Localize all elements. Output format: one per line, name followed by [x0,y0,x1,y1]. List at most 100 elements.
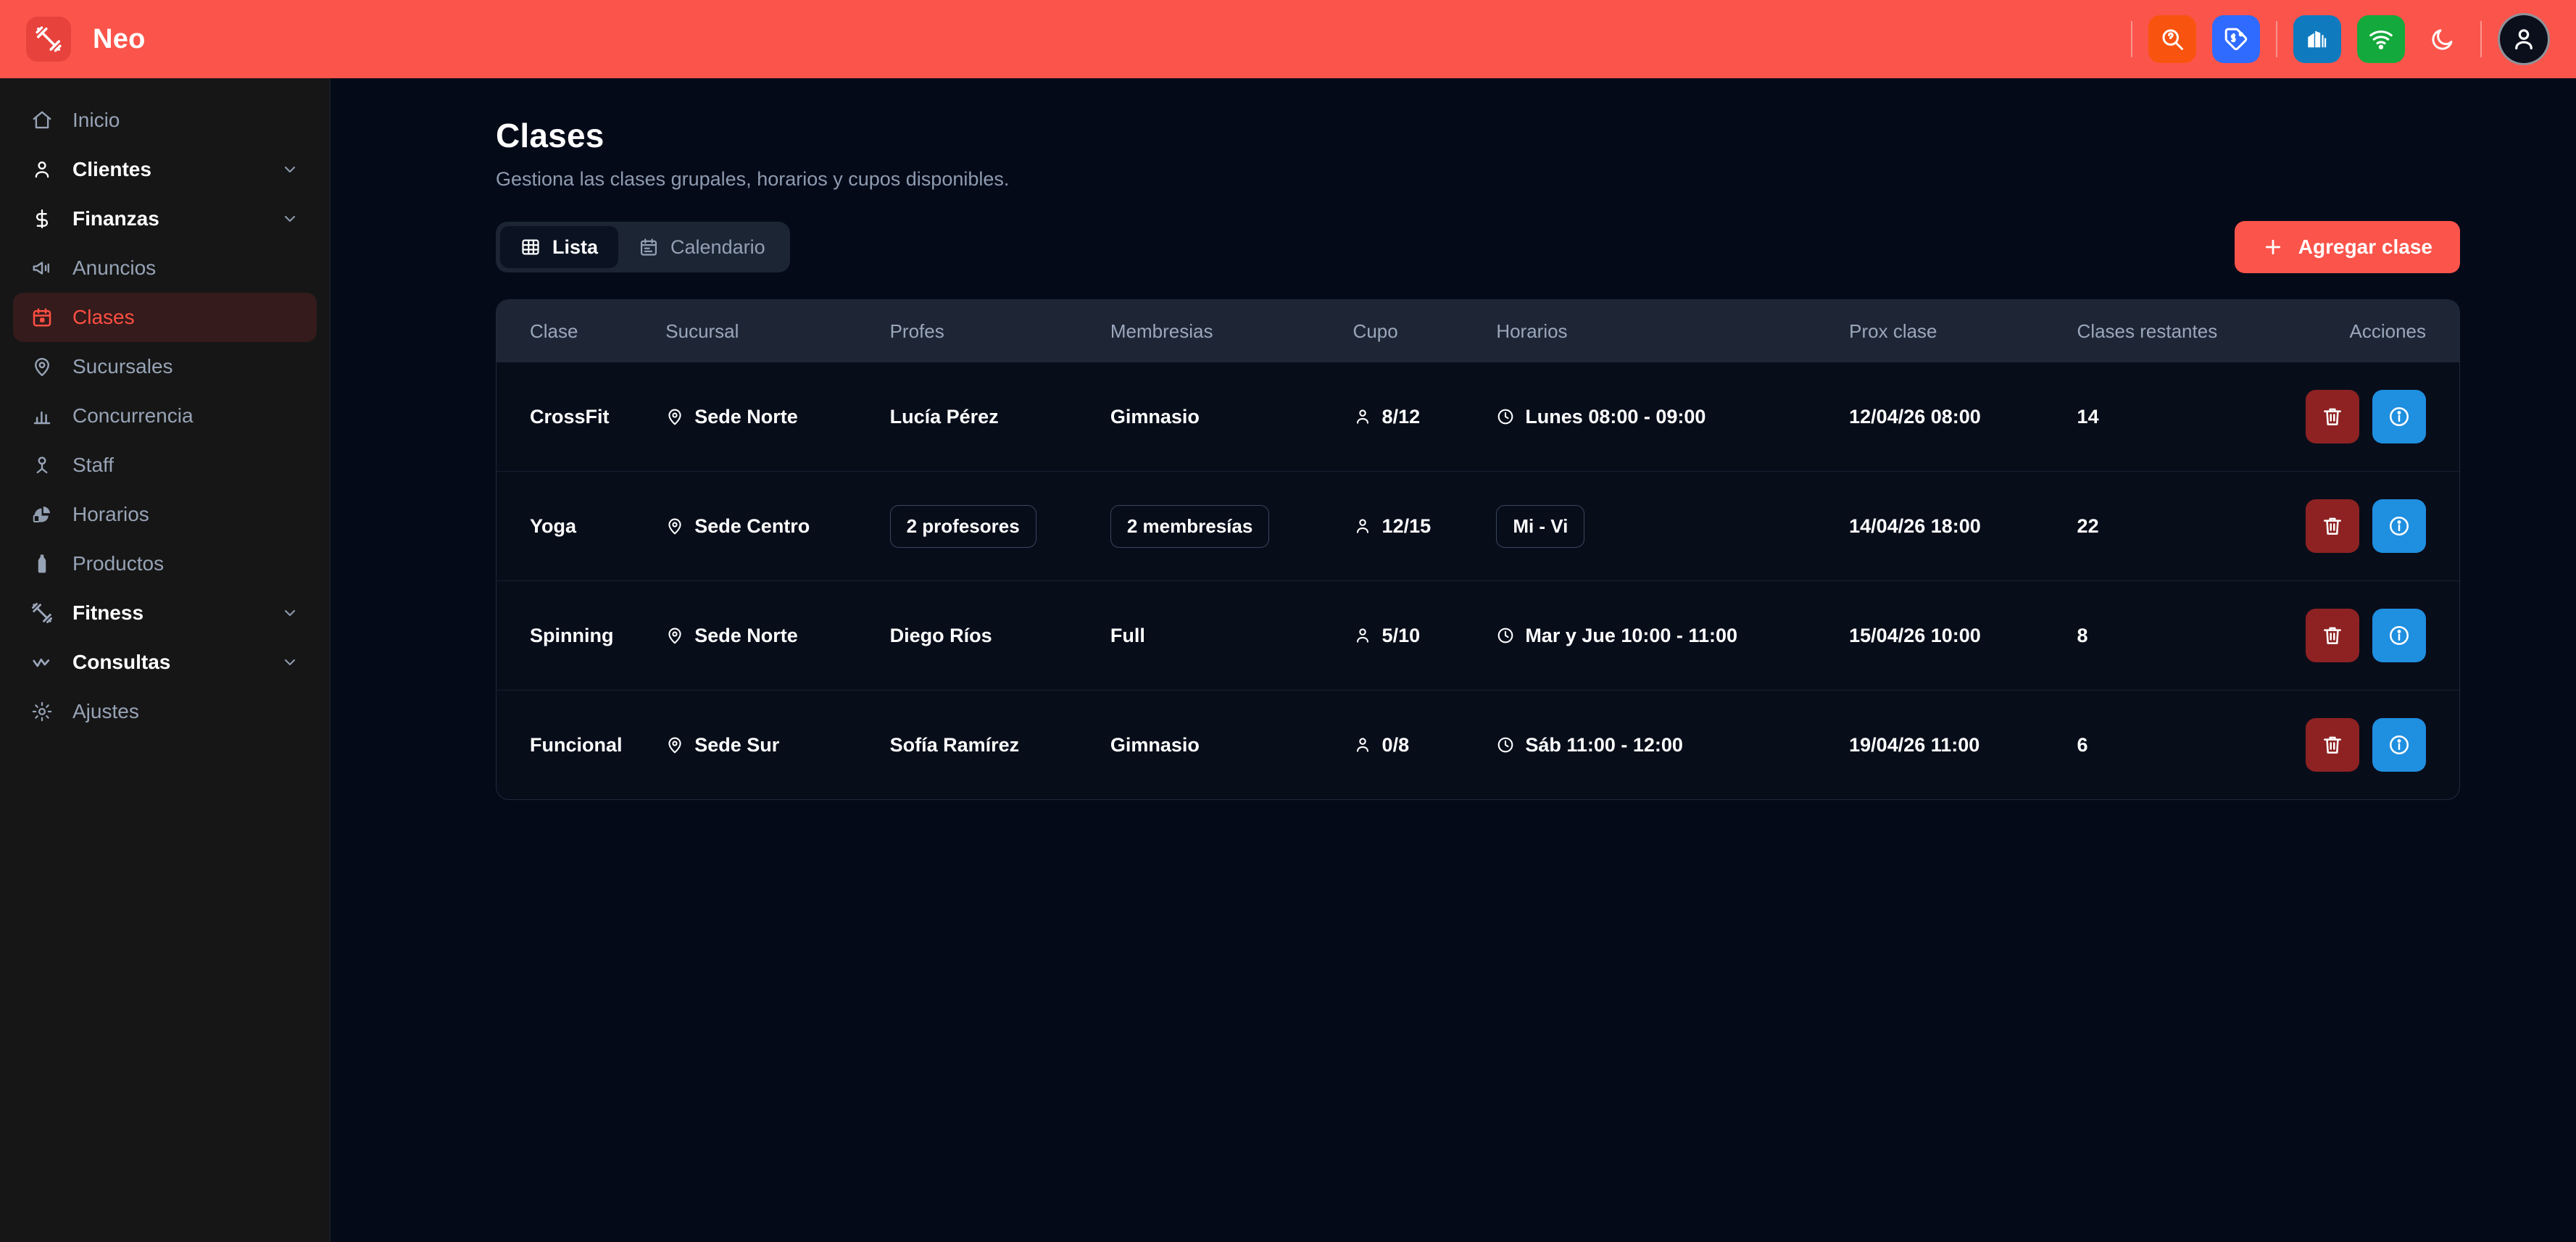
tab-calendario[interactable]: Calendario [618,226,786,268]
add-class-label: Agregar clase [2298,236,2432,258]
cell-horarios[interactable]: Mi - Vi [1496,471,1850,581]
tab-label: Calendario [670,236,765,258]
cell-sucursal: Sede Norte [665,362,889,472]
toolbar: Lista Calendario Agregar clase [496,221,2460,273]
cell-membresias: Gimnasio [1110,362,1353,472]
cell-clase: Spinning [496,580,666,691]
table-header-row: Clase Sucursal Profes Membresias Cupo Ho… [496,300,2459,362]
pie-clock-icon [30,503,54,526]
remaining-classes-value: 6 [2077,733,2088,756]
column-header-sucursal[interactable]: Sucursal [665,300,890,362]
remaining-classes-value: 14 [2077,405,2099,428]
sidebar-item-consultas[interactable]: Consultas [13,638,317,687]
moon-icon[interactable] [2421,17,2464,61]
search-help-icon[interactable] [2148,15,2196,63]
sidebar-item-productos[interactable]: Productos [13,539,317,588]
activity-wave-icon [30,651,54,674]
sidebar: Inicio Clientes Finanzas Anuncios Clases [0,78,331,1242]
bottle-icon [30,552,54,575]
delete-button[interactable] [2306,609,2359,662]
price-tag-icon[interactable] [2212,15,2260,63]
sidebar-item-ajustes[interactable]: Ajustes [13,687,317,736]
wifi-icon[interactable] [2357,15,2405,63]
sidebar-item-clases[interactable]: Clases [13,293,317,342]
cell-horarios: Mar y Jue 10:00 - 11:00 [1496,580,1850,691]
sidebar-item-sucursales[interactable]: Sucursales [13,342,317,391]
sidebar-item-label: Anuncios [72,257,157,279]
schedule-text: Lunes 08:00 - 09:00 [1525,405,1706,428]
cell-cupo: 0/8 [1353,690,1497,799]
info-button[interactable] [2372,390,2426,443]
branch-name: Sede Sur [694,733,780,756]
sidebar-item-finanzas[interactable]: Finanzas [13,194,317,243]
column-header-horarios[interactable]: Horarios [1496,300,1850,362]
cell-profes[interactable]: 2 profesores [889,471,1110,581]
topbar-actions [2131,13,2576,65]
delete-button[interactable] [2306,390,2359,443]
column-header-clases-restantes[interactable]: Clases restantes [2077,300,2298,362]
sidebar-item-staff[interactable]: Staff [13,441,317,490]
users-icon [1353,735,1372,754]
chevron-down-icon[interactable] [281,653,299,672]
cell-horarios: Lunes 08:00 - 09:00 [1496,362,1849,472]
sidebar-item-label: Sucursales [72,355,173,378]
building-chart-icon[interactable] [2293,15,2341,63]
sidebar-item-label: Horarios [72,503,149,525]
column-header-cupo[interactable]: Cupo [1353,300,1497,362]
schedule-chip[interactable]: Mi - Vi [1496,504,1585,548]
sidebar-item-label: Finanzas [72,207,159,230]
sidebar-item-fitness[interactable]: Fitness [13,588,317,638]
cell-membresias[interactable]: 2 membresías [1110,471,1353,581]
brand[interactable]: Neo [0,17,146,62]
chevron-down-icon[interactable] [281,209,299,228]
info-button[interactable] [2372,499,2426,553]
teachers-text: Diego Ríos [889,624,992,646]
branch-name: Sede Centro [694,514,810,537]
memberships-text: Full [1110,624,1145,646]
cell-clases-restantes: 22 [2077,471,2298,581]
table-row[interactable]: Spinning Sede Norte Diego Ríos Full 5/10 Mar … [496,580,2459,691]
table-row[interactable]: Yoga Sede Centro 2 profesores 2 membresías 1… [496,471,2459,581]
delete-button[interactable] [2306,718,2359,772]
branch-name: Sede Norte [694,624,798,646]
sidebar-item-anuncios[interactable]: Anuncios [13,243,317,293]
sidebar-item-clientes[interactable]: Clientes [13,145,317,194]
main-content: Clases Gestiona las clases grupales, hor… [331,78,2576,1242]
info-icon [2388,733,2411,757]
clock-icon [1496,626,1515,645]
delete-button[interactable] [2306,499,2359,553]
sidebar-item-inicio[interactable]: Inicio [13,96,317,145]
cell-acciones [2297,471,2459,581]
column-header-profes[interactable]: Profes [889,300,1110,362]
info-button[interactable] [2372,609,2426,662]
column-header-clase[interactable]: Clase [496,300,666,362]
clock-icon [1496,735,1515,754]
teachers-chip[interactable]: 2 profesores [889,504,1036,548]
sidebar-item-label: Clientes [72,158,151,180]
table-row[interactable]: Funcional Sede Sur Sofía Ramírez Gimnasio 0/… [496,690,2459,799]
tab-lista[interactable]: Lista [500,226,619,268]
memberships-chip[interactable]: 2 membresías [1110,504,1270,548]
cell-profes: Sofía Ramírez [889,690,1110,799]
sidebar-item-label: Productos [72,552,165,575]
divider [2131,21,2132,57]
cell-clases-restantes: 6 [2077,690,2298,799]
sidebar-item-concurrencia[interactable]: Concurrencia [13,391,317,441]
megaphone-icon [30,257,54,280]
table-body: CrossFit Sede Norte Lucía Pérez Gimnasio 8/1… [496,362,2459,799]
column-header-prox-clase[interactable]: Prox clase [1849,300,2077,362]
column-header-membresias[interactable]: Membresias [1110,300,1353,362]
add-class-button[interactable]: Agregar clase [2234,221,2460,273]
table-row[interactable]: CrossFit Sede Norte Lucía Pérez Gimnasio 8/1… [496,362,2459,472]
users-icon [1353,626,1372,645]
trash-icon [2321,405,2344,428]
avatar[interactable] [2498,13,2550,65]
info-button[interactable] [2372,718,2426,772]
trash-icon [2321,624,2344,647]
info-icon [2388,514,2411,538]
cell-membresias: Full [1110,580,1353,691]
chevron-down-icon[interactable] [281,160,299,179]
chevron-down-icon[interactable] [281,604,299,622]
cell-clases-restantes: 8 [2077,580,2298,691]
sidebar-item-horarios[interactable]: Horarios [13,490,317,539]
